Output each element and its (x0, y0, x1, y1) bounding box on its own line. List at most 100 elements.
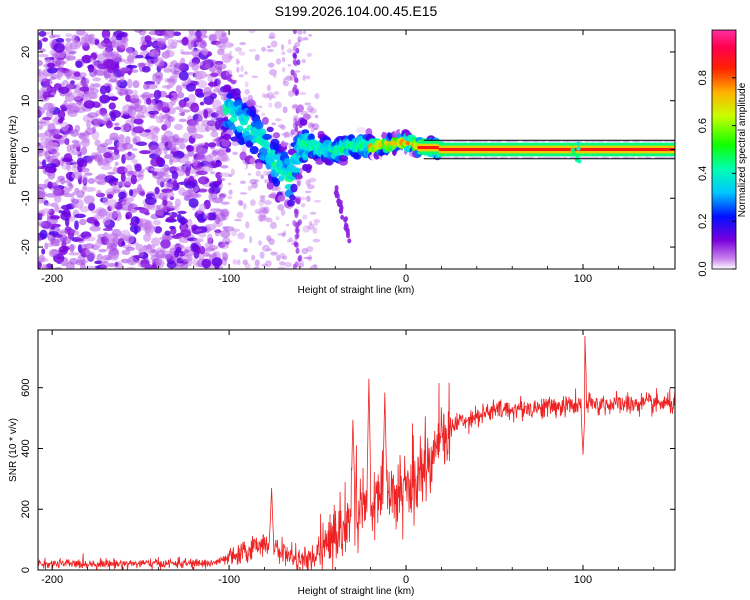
spectrogram-cell (236, 66, 240, 73)
spectrogram-cell (208, 191, 213, 202)
spectrogram-cell (259, 251, 265, 259)
spectrogram-cell (123, 58, 135, 65)
spectrogram-cell (154, 226, 163, 234)
spectrogram-cell (228, 174, 233, 178)
spectrogram-cell (313, 199, 322, 203)
spectrogram-cell (340, 214, 345, 220)
spectrogram-cell (229, 115, 238, 123)
spectrogram-cell (270, 251, 278, 256)
spectrogram-cell (66, 162, 72, 172)
spectrogram-cell (178, 217, 189, 225)
spectrogram-cell (265, 211, 269, 214)
spectrogram-cell (210, 171, 216, 175)
spectrogram-cell (53, 42, 65, 53)
spectrogram-cell (99, 85, 107, 95)
spectrogram-cell (262, 244, 270, 252)
spectrogram-cell (75, 238, 84, 242)
spectrogram-cell (125, 214, 130, 220)
spectrogram-cell (220, 201, 230, 205)
snr-xtick-label: 100 (574, 574, 592, 586)
spectrogram-cell (285, 75, 293, 81)
spectrogram-cell (112, 40, 124, 47)
spectrogram-cell (267, 62, 275, 68)
spectrogram-cell (343, 225, 348, 231)
spectrogram-cell (162, 30, 167, 37)
spectrogram-cell (198, 232, 207, 238)
spectrogram-cell (114, 161, 119, 167)
spectrogram-cell (203, 213, 210, 219)
spectrogram-cell (96, 189, 102, 196)
spectrogram-cell (120, 229, 131, 239)
spectrogram-ylabel: Frequency (Hz) (8, 116, 19, 185)
spectrogram-cell (139, 150, 151, 155)
spectrogram-cell (49, 215, 61, 220)
spectrogram-cell (295, 227, 300, 234)
spectrogram-cell (309, 265, 318, 269)
spectrogram-cell (47, 181, 54, 189)
spectrogram-cell (120, 199, 127, 206)
spectrogram-cell (215, 136, 221, 147)
spectrogram-cell (304, 190, 312, 194)
spectrogram-cell (87, 112, 99, 119)
spectrogram-cell (299, 118, 308, 126)
spectrogram-cell (38, 132, 48, 138)
spectrogram-cell (100, 165, 113, 171)
spectrogram-cell (260, 196, 266, 203)
snr-xlabel: Height of straight line (km) (298, 586, 415, 597)
spectrogram-cell (247, 172, 252, 176)
spectrogram-cell (115, 122, 120, 126)
spectrogram-cell (76, 190, 85, 199)
spectrogram-cell (60, 204, 72, 211)
spectrogram-cell (76, 157, 85, 167)
spectrogram-cell (231, 75, 240, 81)
spectrogram-cell (266, 91, 275, 99)
spectrogram-cell (169, 146, 180, 152)
spectrogram-cell (144, 196, 157, 206)
spectrogram-cell (575, 154, 580, 159)
spectrogram-cell (127, 203, 139, 213)
spectrogram-cell (81, 175, 88, 184)
spectrogram-cell (205, 125, 211, 132)
spectrogram-cell (261, 116, 269, 125)
spectrogram-cell (198, 112, 203, 120)
spectrogram-cell (178, 187, 186, 196)
spectrogram-cell (81, 138, 90, 147)
spectrogram-cell (123, 152, 136, 161)
spectrogram-cell (290, 69, 295, 76)
spectrogram-cell (106, 194, 114, 199)
spectrogram-cell (269, 69, 277, 76)
spectrogram-cell (127, 78, 133, 89)
spectrogram-cell (99, 94, 111, 104)
spectrogram-cell (152, 73, 157, 83)
spectrogram-cell (71, 90, 84, 101)
spectrogram-cell (255, 100, 266, 107)
spectrogram-cell (259, 194, 266, 199)
spectrogram-cell (166, 191, 175, 199)
spectrogram-cell (261, 92, 265, 98)
spectrogram-cell (112, 185, 121, 193)
spectrogram-cell (295, 247, 300, 254)
spectrogram-cell (57, 175, 65, 181)
spectrogram-cell (186, 218, 193, 228)
spectrogram-cell (308, 177, 317, 183)
spectrogram-cell (314, 93, 320, 100)
spectrogram-cell (276, 254, 281, 262)
spectrogram-cell (261, 214, 267, 219)
spectrogram-cell (178, 143, 186, 150)
spectrogram-cell (100, 157, 111, 162)
spectrogram-cell (52, 52, 59, 59)
spectrogram-cell (221, 138, 231, 148)
spectrogram-cell (132, 126, 145, 134)
spectrogram-cell (125, 127, 133, 131)
spectrogram-cell (308, 34, 313, 37)
spectrogram-cell (245, 141, 253, 148)
spectrogram-cell (275, 118, 282, 122)
spectrogram-cell (38, 212, 44, 217)
spectrogram-cell (163, 154, 172, 160)
spectrogram-cell (223, 133, 232, 140)
spectrogram-cell (166, 166, 177, 172)
spectrogram-cell (149, 114, 159, 119)
spectrogram-cell (156, 40, 165, 47)
spectrogram-ytick-label: 0 (20, 146, 32, 152)
